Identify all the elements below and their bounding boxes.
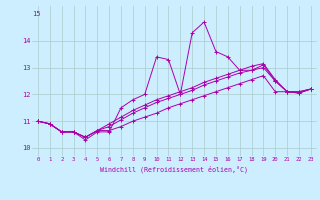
X-axis label: Windchill (Refroidissement éolien,°C): Windchill (Refroidissement éolien,°C) <box>100 165 248 173</box>
Text: 15: 15 <box>32 11 41 17</box>
